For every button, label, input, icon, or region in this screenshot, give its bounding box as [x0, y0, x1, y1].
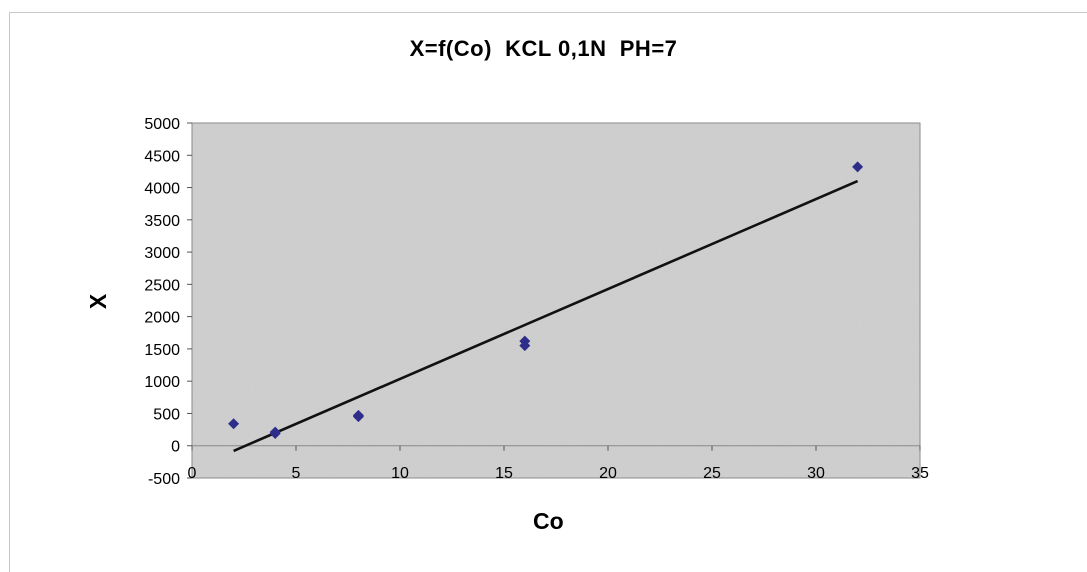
- x-tick-label: 30: [807, 465, 825, 482]
- y-tick-label: 1500: [144, 342, 180, 359]
- chart-frame: [9, 12, 1087, 572]
- y-tick-label: 2500: [144, 277, 180, 294]
- y-tick-label: 3500: [144, 213, 180, 230]
- y-tick-label: 4500: [144, 148, 180, 165]
- chart-title: X=f(Co) KCL 0,1N PH=7: [409, 36, 678, 61]
- data-point: [269, 426, 281, 438]
- y-tick-label: 5000: [144, 116, 180, 133]
- y-tick-label: 3000: [144, 245, 180, 262]
- y-tick-label: 0: [171, 439, 180, 456]
- y-tick-label: 2000: [144, 310, 180, 327]
- data-point: [352, 409, 364, 421]
- x-axis-label: Co: [533, 508, 564, 534]
- data-point: [228, 418, 240, 430]
- x-tick-label: 0: [188, 465, 197, 482]
- y-tick-label: 1000: [144, 374, 180, 391]
- x-tick-label: 15: [495, 465, 513, 482]
- x-tick-label: 10: [391, 465, 409, 482]
- y-tick-label: 4000: [144, 181, 180, 198]
- x-tick-label: 25: [703, 465, 721, 482]
- data-point: [852, 161, 864, 173]
- y-tick-label: -500: [148, 471, 180, 488]
- data-point: [519, 335, 531, 347]
- trendline: [233, 179, 859, 453]
- plot-area-texture: [192, 123, 920, 478]
- y-tick-label: 500: [153, 406, 180, 423]
- x-tick-label: 5: [292, 465, 301, 482]
- x-tick-label: 20: [599, 465, 617, 482]
- x-tick-label: 35: [911, 465, 929, 482]
